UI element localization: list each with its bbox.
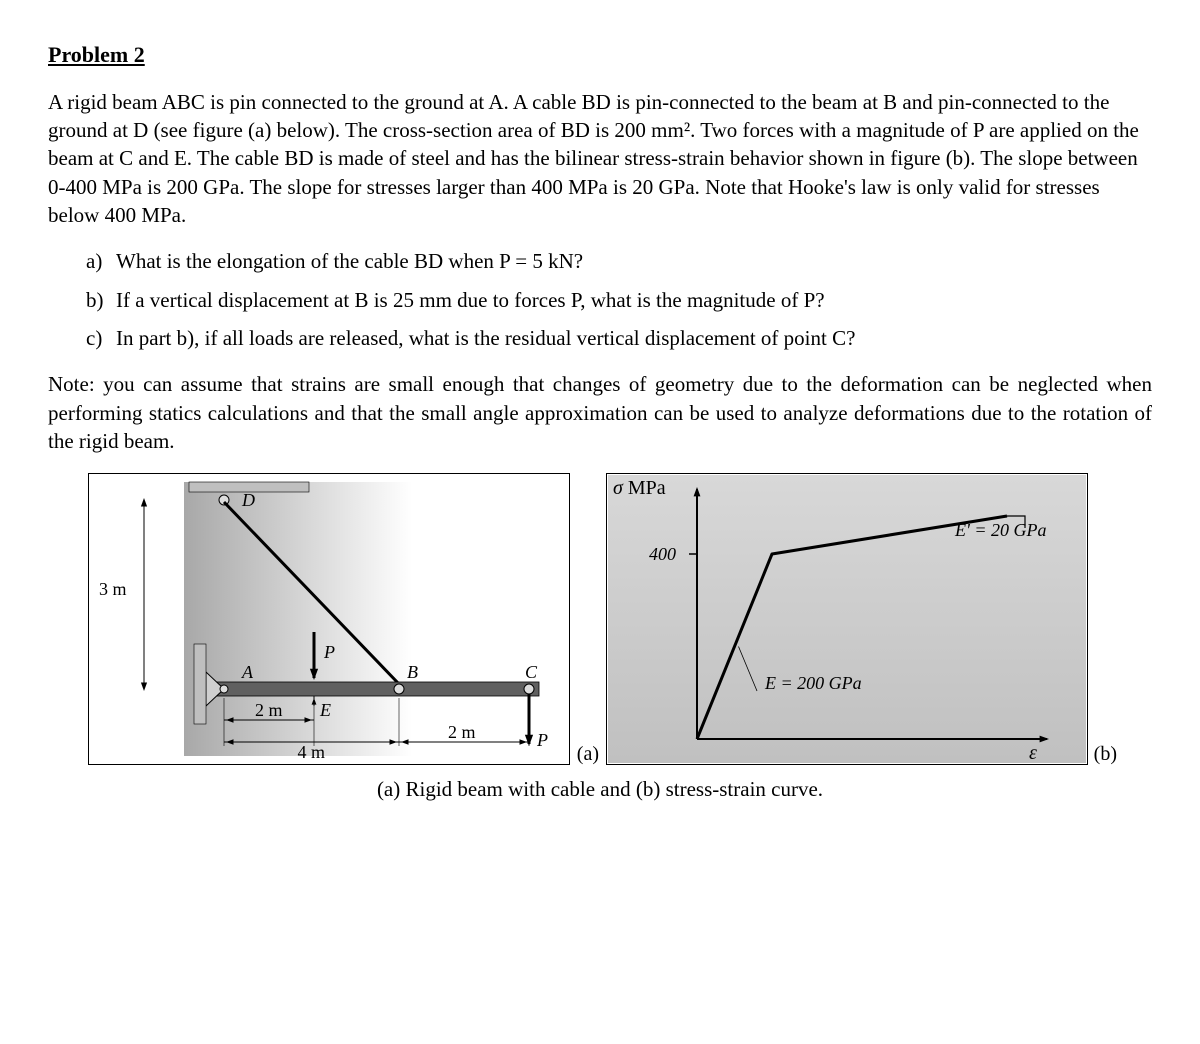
question-list: a) What is the elongation of the cable B… <box>86 247 1152 352</box>
stress-strain-curve: σ MPaε400E = 200 GPaE' = 20 GPaσ MPa <box>607 474 1087 764</box>
question-b: b) If a vertical displacement at B is 25… <box>86 286 1152 314</box>
svg-text:2 m: 2 m <box>255 700 283 720</box>
note-paragraph: Note: you can assume that strains are sm… <box>48 370 1152 455</box>
svg-text:E = 200 GPa: E = 200 GPa <box>764 673 862 693</box>
svg-text:2 m: 2 m <box>448 722 476 742</box>
figure-a-label: (a) <box>577 741 599 768</box>
svg-text:400: 400 <box>649 544 676 564</box>
figure-caption: (a) Rigid beam with cable and (b) stress… <box>48 775 1152 803</box>
figure-row: D A B C P E P 3 m 2 m 4 m 2 m (a) σ MPa ε 400 E = 200… <box>88 473 1152 765</box>
svg-text:E' = 20 GPa: E' = 20 GPa <box>954 520 1047 540</box>
question-b-label: b) <box>86 286 116 314</box>
figure-a-panel: DABCPEP3 m2 m4 m2 m (a) <box>88 473 570 765</box>
question-a: a) What is the elongation of the cable B… <box>86 247 1152 275</box>
svg-text:σ MPa: σ MPa <box>613 477 666 499</box>
problem-title: Problem 2 <box>48 40 1152 70</box>
svg-text:P: P <box>323 642 335 662</box>
svg-text:ε: ε <box>1029 742 1037 764</box>
svg-text:P: P <box>536 730 548 750</box>
svg-text:4 m: 4 m <box>298 742 326 762</box>
svg-text:C: C <box>525 662 538 682</box>
svg-text:3 m: 3 m <box>99 579 127 599</box>
svg-text:E: E <box>319 700 331 720</box>
question-c-label: c) <box>86 324 116 352</box>
problem-statement: A rigid beam ABC is pin connected to the… <box>48 88 1152 230</box>
question-a-label: a) <box>86 247 116 275</box>
question-a-text: What is the elongation of the cable BD w… <box>116 247 583 275</box>
beam-diagram: D A B C P E P 3 m 2 m 4 m 2 m <box>89 474 569 764</box>
svg-text:D: D <box>241 490 255 510</box>
figure-b-label: (b) <box>1094 741 1117 768</box>
svg-text:A: A <box>241 662 254 682</box>
question-c: c) In part b), if all loads are released… <box>86 324 1152 352</box>
figure-b-panel: σ MPaε400E = 200 GPaE' = 20 GPaσ MPa (b) <box>606 473 1088 765</box>
svg-text:B: B <box>407 662 418 682</box>
question-b-text: If a vertical displacement at B is 25 mm… <box>116 286 825 314</box>
question-c-text: In part b), if all loads are released, w… <box>116 324 855 352</box>
